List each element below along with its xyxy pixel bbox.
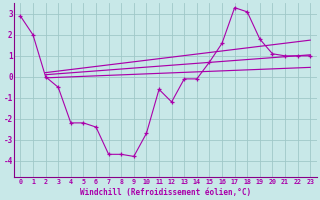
X-axis label: Windchill (Refroidissement éolien,°C): Windchill (Refroidissement éolien,°C) bbox=[80, 188, 251, 197]
